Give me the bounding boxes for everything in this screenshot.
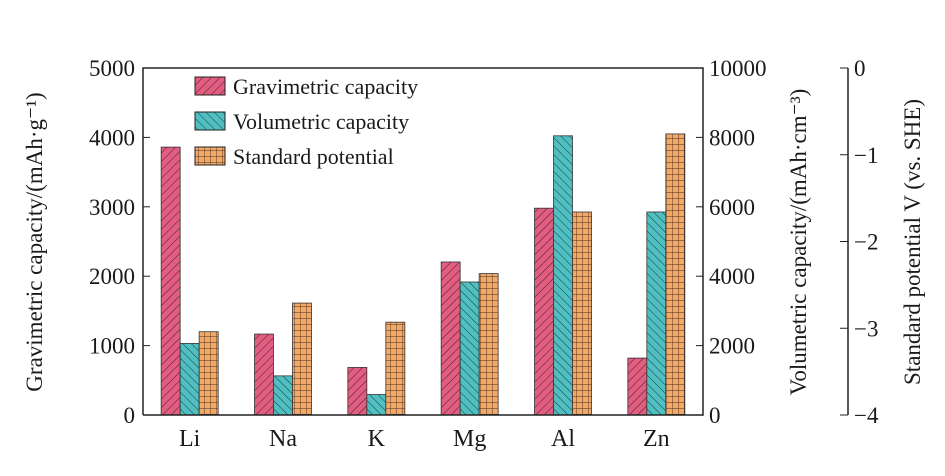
bar-volumetric-capacity-Zn <box>646 211 667 416</box>
x-tick-label: Al <box>551 426 575 452</box>
plot-frame <box>142 67 704 416</box>
legend-label-volumetric: Volumetric capacity <box>233 109 409 134</box>
left-tick-label: 0 <box>124 403 136 428</box>
bar-gravimetric-capacity-K <box>347 367 368 416</box>
bar-standard-potential-K <box>385 321 406 416</box>
right1-axis-label: Volumetric capacity/(mAh·cm⁻³) <box>786 89 811 396</box>
right1-tick-label: 10000 <box>709 56 767 81</box>
bar-gravimetric-capacity-Mg <box>440 261 461 416</box>
left-tick-label: 2000 <box>89 264 135 289</box>
bar-volumetric-capacity-K <box>366 394 387 416</box>
bar-standard-potential-Al <box>572 211 592 416</box>
legend-swatch-volumetric <box>194 111 226 131</box>
bar-volumetric-capacity-Na <box>273 375 293 416</box>
right1-tick-label: 0 <box>709 403 721 428</box>
bar-standard-potential-Zn <box>665 133 686 416</box>
bar-gravimetric-capacity-Li <box>160 146 181 416</box>
legend-label-potential: Standard potential <box>233 144 394 169</box>
x-tick-label: Li <box>179 426 201 452</box>
right1-tick-label: 8000 <box>709 125 755 150</box>
legend: Gravimetric capacity Volumetric capacity… <box>194 74 418 169</box>
left-tick-label: 1000 <box>89 334 135 359</box>
bar-gravimetric-capacity-Na <box>254 333 274 416</box>
bar-volumetric-capacity-Li <box>179 343 200 416</box>
left-tick-label: 4000 <box>89 125 135 150</box>
bar-standard-potential-Li <box>198 331 219 416</box>
left-tick-label: 3000 <box>89 195 135 220</box>
legend-swatch-gravimetric <box>194 76 226 96</box>
bar-volumetric-capacity-Mg <box>459 281 480 416</box>
x-tick-label: Mg <box>453 426 486 452</box>
right2-tick-label: 0 <box>854 56 866 81</box>
bar-standard-potential-Na <box>292 302 312 416</box>
left-axis-label: Gravimetric capacity/(mAh·g⁻¹) <box>22 92 47 391</box>
left-tick-label: 5000 <box>89 56 135 81</box>
right2-tick-label: −1 <box>854 143 878 168</box>
bar-gravimetric-capacity-Zn <box>627 357 648 416</box>
bar-gravimetric-capacity-Al <box>534 207 554 416</box>
bar-volumetric-capacity-Al <box>553 135 573 416</box>
right1-tick-label: 6000 <box>709 195 755 220</box>
right2-tick-label: −2 <box>854 230 878 255</box>
bar-standard-potential-Mg <box>478 273 499 416</box>
right2-tick-label: −3 <box>854 316 878 341</box>
right1-tick-label: 2000 <box>709 334 755 359</box>
x-tick-label: Na <box>269 426 297 452</box>
right2-axis-label: Standard potential V (vs. SHE) <box>900 99 925 385</box>
right2-tick-label: −4 <box>854 403 879 428</box>
x-tick-label: K <box>368 426 386 452</box>
right1-tick-label: 4000 <box>709 264 755 289</box>
legend-swatch-potential <box>194 146 226 166</box>
x-tick-label: Zn <box>643 426 670 452</box>
legend-label-gravimetric: Gravimetric capacity <box>233 74 418 99</box>
